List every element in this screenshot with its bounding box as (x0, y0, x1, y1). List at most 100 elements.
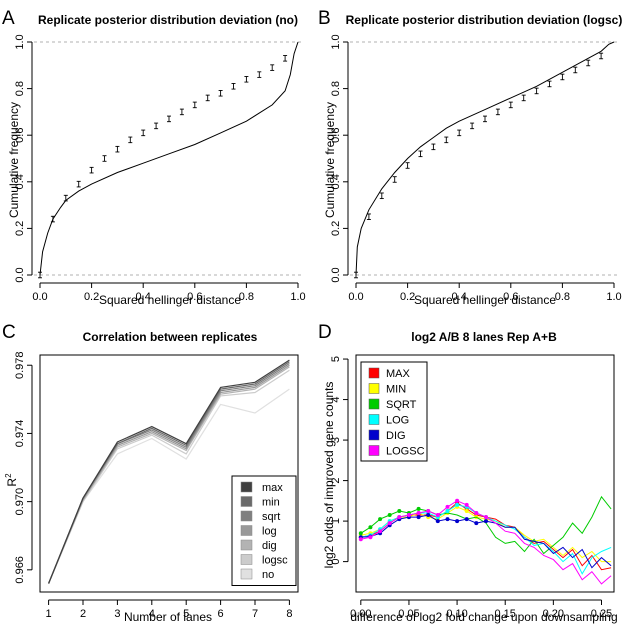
panel-c-legend-label-max: max (262, 482, 283, 494)
panel-a-y-tick-label: 0.4 (14, 174, 26, 189)
panel-a-title: Replicate posterior distribution deviati… (38, 13, 298, 27)
panel-c-legend-swatch-sqrt (240, 510, 253, 522)
panel-d-series-SQRT (360, 495, 612, 555)
panel-d-xlabel: difference of log2 fold change upon down… (350, 610, 617, 624)
panel-d-point-LOGSC (358, 537, 363, 542)
panel-label-c: C (2, 322, 16, 343)
panel-d-point-SQRT (378, 517, 383, 522)
panel-d-y-tick-label: 4 (330, 397, 342, 403)
panel-d-legend-swatch-SQRT (368, 398, 380, 410)
panel-d-legend-box (360, 361, 428, 462)
panel-c-x-tick-label: 7 (252, 608, 258, 620)
panel-d-point-LOGSC (397, 515, 402, 520)
panel-d-legend-label-DIG: DIG (386, 430, 406, 442)
panel-c-legend-label-min: min (262, 497, 280, 509)
panel-d-point-DIG (445, 517, 450, 522)
panel-d-frame (355, 354, 615, 593)
panel-c-legend-swatch-no (240, 568, 253, 580)
panel-d-point-LOGSC (378, 529, 383, 534)
panel-d-point-LOGSC (464, 502, 469, 507)
panel-d-point-SQRT (358, 531, 363, 536)
panel-d-legend-label-MIN: MIN (386, 384, 406, 396)
panel-a-x-tick-label: 0.0 (32, 291, 47, 303)
panel-d-point-SQRT (368, 525, 373, 530)
panel-a-y-tick-label: 0.8 (14, 81, 26, 96)
panel-d-x-tick-label: 0.00 (350, 608, 371, 620)
panel-c-x-tick-label: 4 (149, 608, 155, 620)
panel-c-legend-swatch-max (240, 481, 253, 493)
panel-c-legend-swatch-dig (240, 539, 253, 551)
panel-a-x-tick-label: 1.0 (290, 291, 305, 303)
panel-c-frame (39, 354, 299, 593)
panel-d-legend-label-LOGSC: LOGSC (386, 446, 425, 458)
panel-b-cdf-line (355, 41, 615, 276)
panel-d-legend-swatch-MAX (368, 367, 380, 379)
panel-d-chart: log2 A/B 8 lanes Rep A+B difference of l… (322, 330, 618, 624)
panel-b-y-tick-label: 0.2 (330, 221, 342, 236)
panel-d-series-MAX (360, 502, 612, 571)
panel-d-y-tick-label: 0 (330, 559, 342, 565)
panel-d-legend-swatch-DIG (368, 429, 380, 441)
panel-b-x-tick-label: 0.4 (452, 291, 467, 303)
panel-b-y-tick-label: 0.4 (330, 174, 342, 189)
panel-c-x-tick-label: 6 (218, 608, 224, 620)
panel-c-legend-label-logsc: logsc (262, 555, 288, 567)
panel-a-x-tick-label: 0.4 (136, 291, 151, 303)
panel-a-x-tick-label: 0.8 (239, 291, 254, 303)
panel-d-point-LOGSC (445, 504, 450, 509)
panel-d-point-DIG (416, 515, 421, 520)
panel-b-x-tick-label: 0.2 (400, 291, 415, 303)
panel-b-x-tick-label: 0.6 (503, 291, 518, 303)
panel-d-point-DIG (426, 513, 431, 517)
panel-c-legend-label-log: log (262, 526, 277, 538)
panel-d-point-DIG (464, 517, 469, 522)
panel-d-point-SQRT (416, 506, 421, 511)
panel-d-legend-swatch-LOG (368, 414, 380, 425)
panel-d-point-SQRT (387, 513, 392, 517)
panel-d-y-tick-label: 3 (330, 437, 342, 443)
panel-label-b: B (318, 8, 331, 29)
panel-c-xlabel: Number of lanes (124, 610, 212, 624)
panel-a-chart: Replicate posterior distribution deviati… (7, 13, 306, 307)
panel-d-point-LOGSC (416, 511, 421, 515)
panel-c-legend-label-no: no (262, 569, 274, 581)
panel-c-legend-swatch-log (240, 525, 253, 536)
panel-b-x-tick-label: 1.0 (606, 291, 621, 303)
panel-d-y-tick-label: 2 (330, 478, 342, 484)
panel-d-y-tick-label: 5 (330, 356, 342, 362)
panel-c-x-tick-label: 3 (114, 608, 120, 620)
panel-d-title: log2 A/B 8 lanes Rep A+B (411, 330, 557, 344)
panel-d-y-tick-label: 1 (330, 518, 342, 524)
panel-c-x-tick-label: 2 (80, 608, 86, 620)
panel-d-x-tick-label: 0.20 (543, 608, 564, 620)
panel-d-x-tick-label: 0.25 (591, 608, 612, 620)
panel-d-point-LOGSC (426, 509, 431, 513)
panel-d-point-LOGSC (368, 535, 373, 540)
panel-d-point-LOGSC (387, 521, 392, 526)
panel-d-ylabel: log2 odds of improved gene counts (322, 382, 336, 569)
panel-b-y-tick-label: 0.0 (330, 267, 342, 282)
panel-b-y-tick-label: 0.8 (330, 81, 342, 96)
panel-d-point-DIG (455, 519, 460, 524)
panel-c-chart: Correlation between replicates Number of… (4, 330, 299, 624)
panel-d-point-LOG (455, 502, 460, 507)
panel-c-ylabel: R2 (4, 473, 19, 487)
panel-label-a: A (2, 8, 15, 29)
panel-a-y-tick-label: 1.0 (14, 34, 26, 49)
panel-d-legend-label-MAX: MAX (386, 368, 411, 380)
panel-d-point-LOG (445, 509, 450, 513)
panel-c-ylabel-base: R (5, 478, 19, 487)
panel-c-legend-swatch-min (240, 496, 253, 507)
panel-d-point-DIG (435, 519, 440, 524)
panel-b-x-tick-label: 0.0 (348, 291, 363, 303)
panel-c-x-tick-label: 5 (183, 608, 189, 620)
panel-c-y-tick-label: 0.966 (14, 556, 26, 584)
panel-a-x-tick-label: 0.6 (187, 291, 202, 303)
panel-d-x-tick-label: 0.05 (398, 608, 419, 620)
panel-a-y-tick-label: 0.6 (14, 128, 26, 143)
panel-d-point-LOGSC (474, 511, 479, 515)
panel-c-x-tick-label: 1 (46, 608, 52, 620)
panel-b-x-tick-label: 0.8 (555, 291, 570, 303)
panel-d-point-LOGSC (406, 513, 411, 517)
